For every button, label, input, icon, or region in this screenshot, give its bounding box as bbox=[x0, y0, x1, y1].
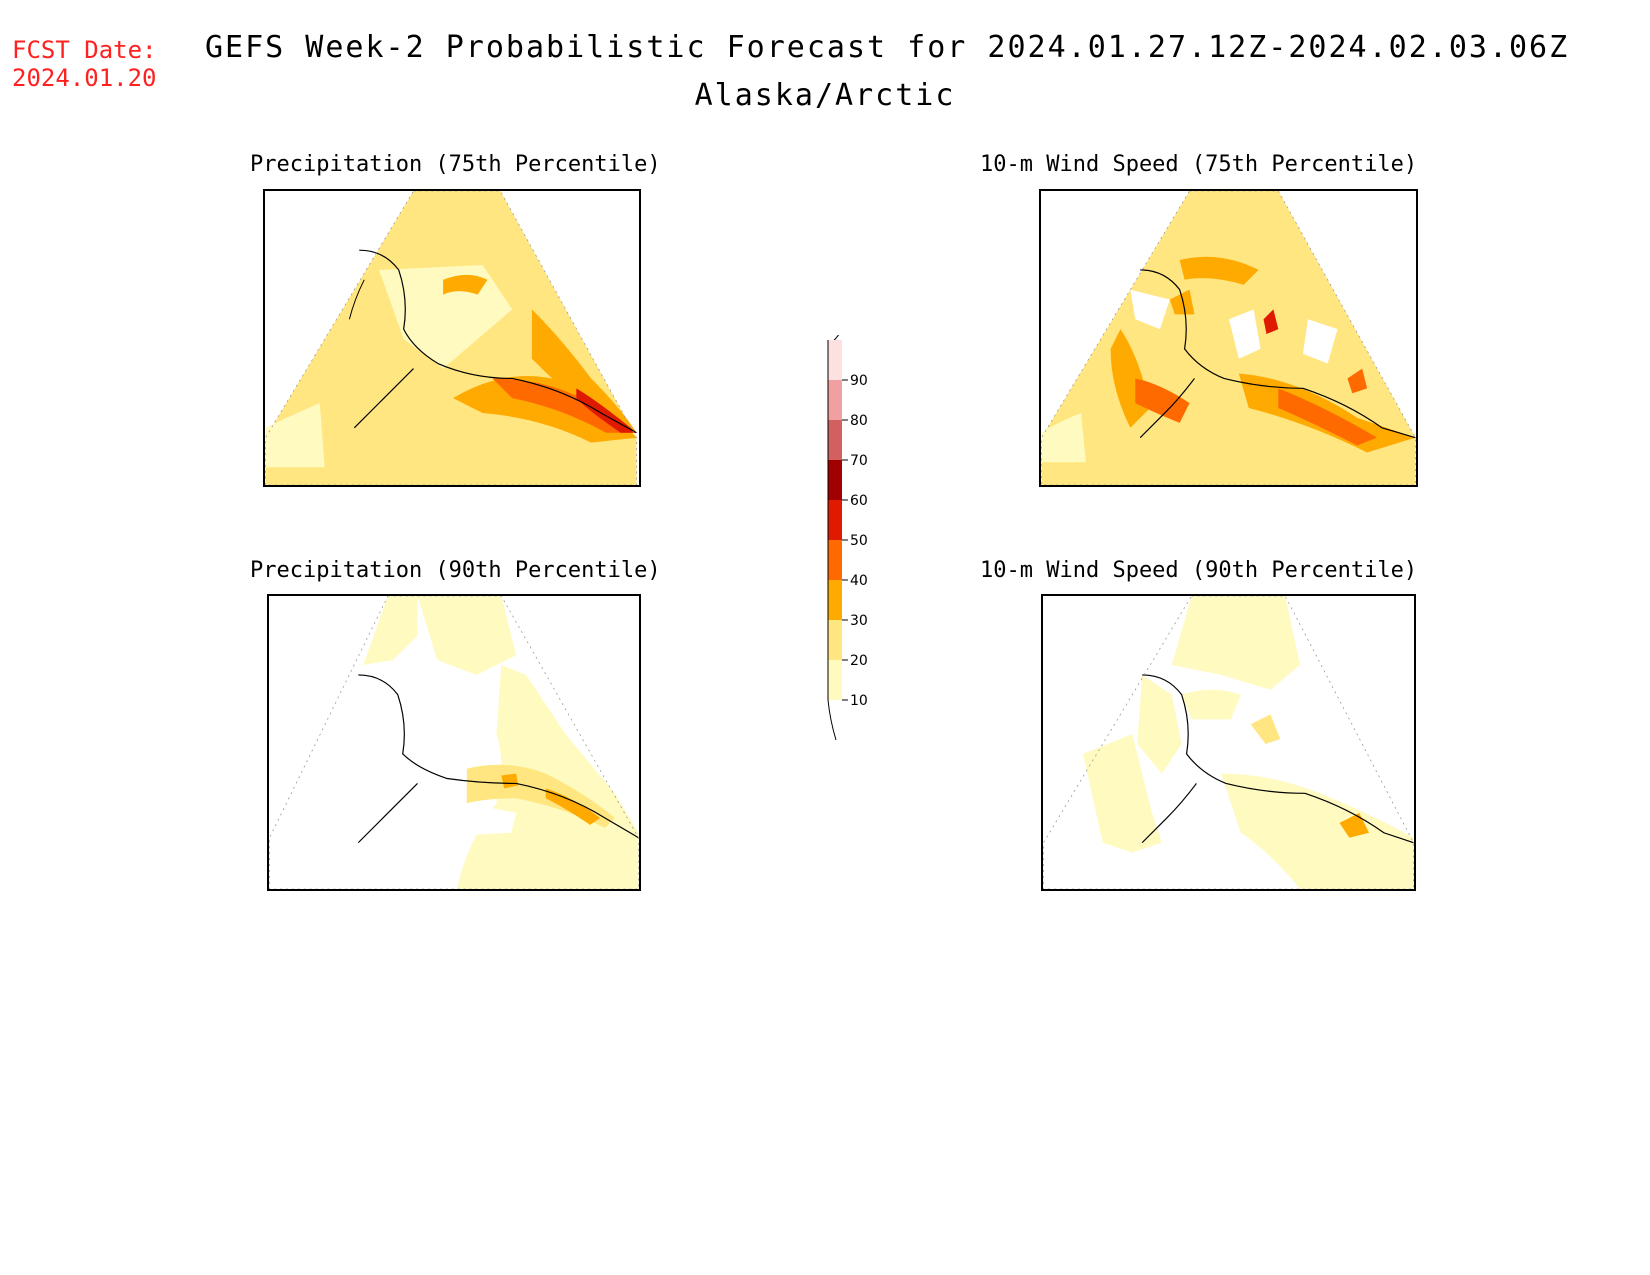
legend-swatch-60 bbox=[828, 460, 842, 500]
legend-swatch-50 bbox=[828, 500, 842, 540]
legend-swatch-20 bbox=[828, 620, 842, 660]
map-precip-90 bbox=[267, 594, 641, 891]
legend-label-40: 40 bbox=[850, 573, 868, 589]
legend-label-80: 80 bbox=[850, 413, 868, 429]
region-title: Alaska/Arctic bbox=[694, 78, 956, 113]
map-wind-75 bbox=[1039, 189, 1418, 487]
legend-label-30: 30 bbox=[850, 613, 868, 629]
legend-label-50: 50 bbox=[850, 533, 868, 549]
forecast-date: FCST Date: 2024.01.20 bbox=[12, 36, 157, 92]
legend-label-20: 20 bbox=[850, 653, 868, 669]
panel-title-wind-90: 10-m Wind Speed (90th Percentile) bbox=[980, 558, 1418, 583]
legend-label-70: 70 bbox=[850, 453, 868, 469]
legend-swatch-80 bbox=[828, 380, 842, 420]
fcst-date-value: 2024.01.20 bbox=[12, 64, 157, 92]
panel-title-precip-75: Precipitation (75th Percentile) bbox=[250, 152, 661, 177]
legend-swatch-40 bbox=[828, 540, 842, 580]
color-legend: 10 20 30 40 50 60 70 80 90 bbox=[820, 329, 900, 745]
legend-swatch-70 bbox=[828, 420, 842, 460]
legend-swatch-30 bbox=[828, 580, 842, 620]
legend-label-90: 90 bbox=[850, 373, 868, 389]
legend-edge bbox=[827, 340, 837, 741]
map-precip-75 bbox=[263, 189, 641, 487]
fcst-date-label: FCST Date: bbox=[12, 36, 157, 64]
main-title: GEFS Week-2 Probabilistic Forecast for 2… bbox=[205, 30, 1570, 65]
panel-title-precip-90: Precipitation (90th Percentile) bbox=[250, 558, 661, 583]
legend-swatch-10 bbox=[828, 660, 842, 700]
legend-label-60: 60 bbox=[850, 493, 868, 509]
legend-label-10: 10 bbox=[850, 693, 868, 709]
panel-title-wind-75: 10-m Wind Speed (75th Percentile) bbox=[980, 152, 1418, 177]
legend-swatch-90 bbox=[828, 340, 842, 380]
map-wind-90 bbox=[1041, 594, 1416, 891]
